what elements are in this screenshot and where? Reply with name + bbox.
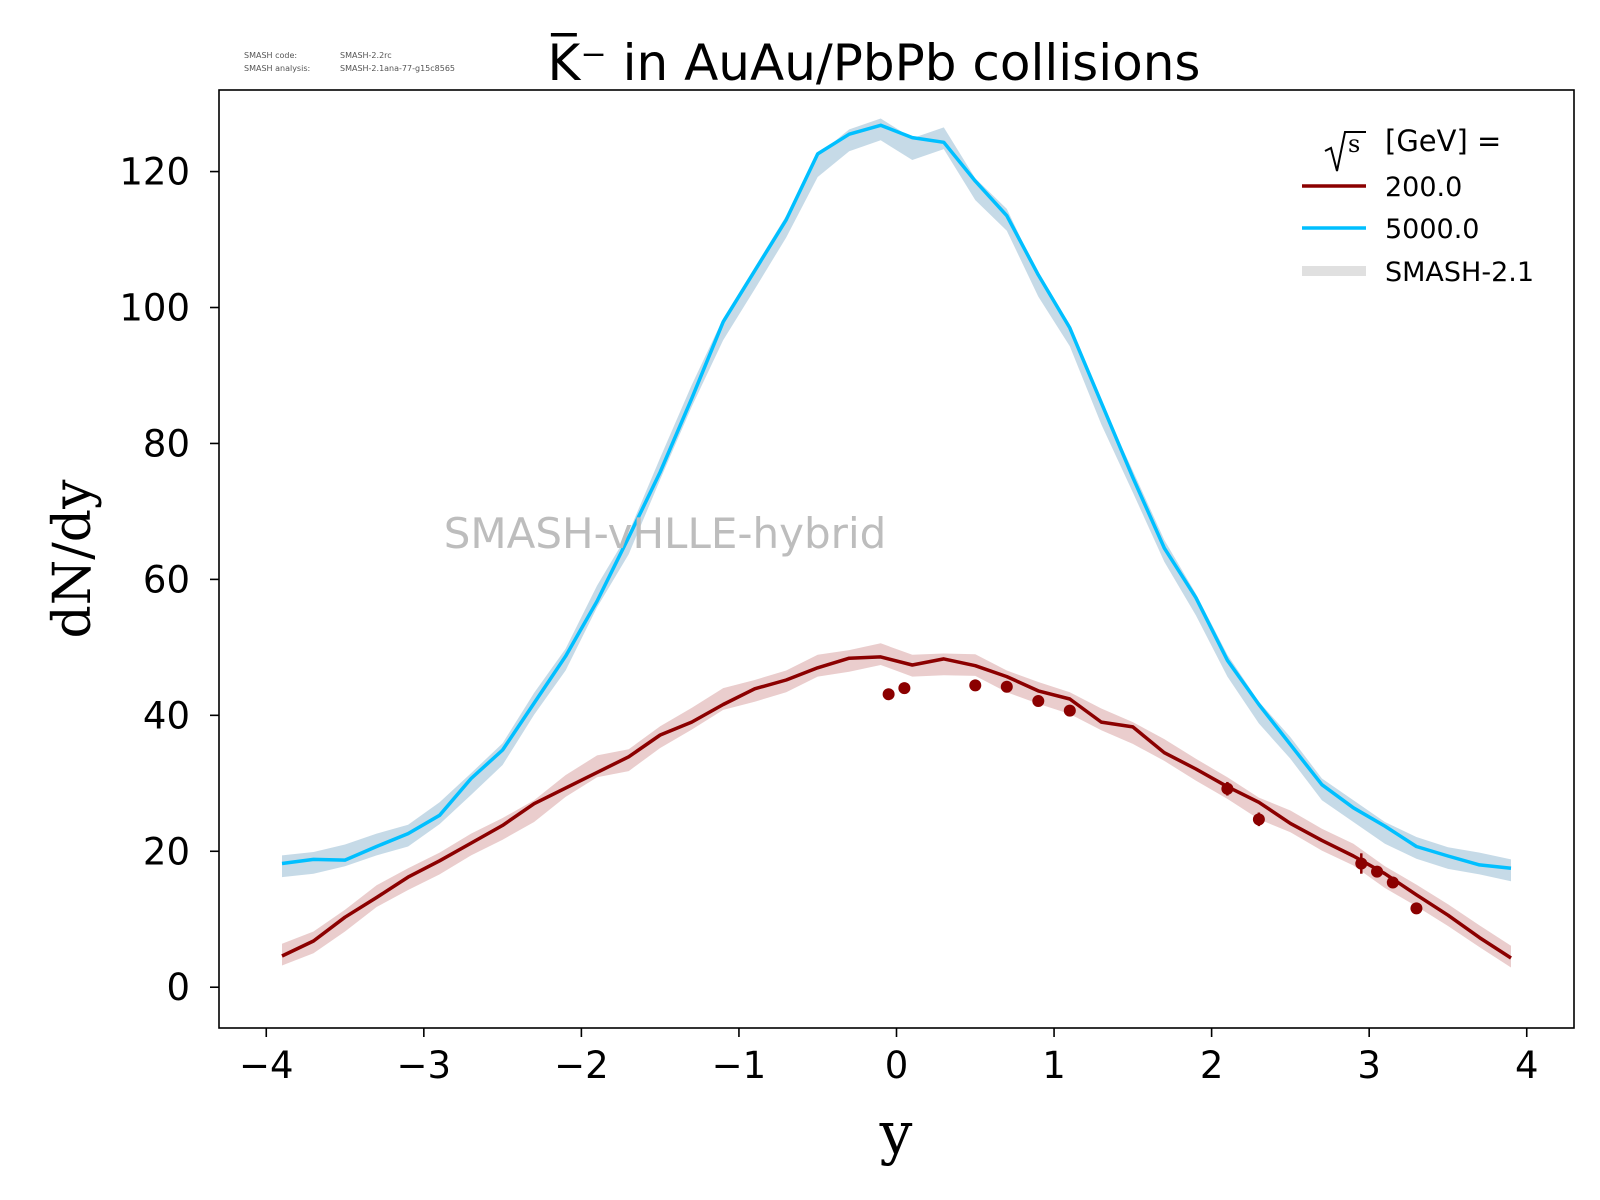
data-point-marker bbox=[969, 679, 982, 692]
data-point bbox=[1063, 704, 1076, 717]
x-tick-label: −3 bbox=[397, 1044, 452, 1087]
series-line-5000-0 bbox=[281, 123, 1512, 871]
x-tick-label: 1 bbox=[1042, 1044, 1066, 1087]
x-tick-label: 0 bbox=[885, 1044, 909, 1087]
data-point-marker bbox=[1355, 857, 1368, 870]
data-point-marker bbox=[882, 688, 895, 701]
band-1 bbox=[282, 118, 1511, 882]
x-axis-label: y bbox=[879, 1099, 913, 1167]
y-axis: 0 20 40 60 80 100 120 bbox=[119, 151, 219, 1009]
x-tick-label: 3 bbox=[1357, 1044, 1381, 1087]
y-tick-label: 120 bbox=[119, 151, 190, 194]
data-point bbox=[1410, 902, 1423, 915]
meta-code-value: SMASH-2.2rc bbox=[340, 51, 392, 60]
x-tick-label: 4 bbox=[1515, 1044, 1539, 1087]
legend-label-5000: 5000.0 bbox=[1385, 214, 1479, 245]
watermark: SMASH-vHLLE-hybrid bbox=[444, 509, 887, 558]
legend-title-sqrt: s bbox=[1348, 130, 1360, 158]
data-point bbox=[1000, 680, 1013, 693]
series-line-200-0 bbox=[281, 655, 1512, 960]
meta-info: SMASH code: SMASH-2.2rc SMASH analysis: … bbox=[244, 51, 455, 73]
x-tick-label: 2 bbox=[1200, 1044, 1224, 1087]
data-point bbox=[1032, 695, 1045, 708]
data-point bbox=[1252, 812, 1265, 827]
data-point bbox=[969, 679, 982, 692]
y-tick-label: 20 bbox=[143, 830, 190, 873]
meta-code-label: SMASH code: bbox=[244, 51, 297, 60]
legend-label-smash21: SMASH-2.1 bbox=[1385, 257, 1534, 288]
y-tick-label: 60 bbox=[143, 558, 190, 601]
y-axis-label: dN/dy bbox=[43, 479, 103, 639]
data-point-marker bbox=[1000, 680, 1013, 693]
y-tick-label: 0 bbox=[166, 966, 190, 1009]
data-point-marker bbox=[1410, 902, 1423, 915]
legend-title: s [GeV] = bbox=[1324, 124, 1501, 172]
band-0 bbox=[282, 643, 1511, 968]
meta-analysis-value: SMASH-2.1ana-77-g15c8565 bbox=[340, 64, 455, 73]
plot-area bbox=[281, 118, 1512, 968]
data-point bbox=[1371, 865, 1384, 878]
chart-title: K̅⁻ in AuAu/PbPb collisions bbox=[548, 33, 1201, 92]
plot-frame bbox=[218, 89, 1575, 1029]
x-axis: −4 −3 −2 −1 0 1 2 3 4 bbox=[239, 1028, 1539, 1087]
data-point bbox=[1355, 853, 1368, 874]
legend-title-text: [GeV] = bbox=[1385, 124, 1501, 158]
y-tick-label: 80 bbox=[143, 422, 190, 465]
data-point-marker bbox=[1252, 813, 1265, 826]
data-point bbox=[1221, 781, 1234, 796]
data-point-marker bbox=[1386, 876, 1399, 889]
data-point bbox=[1386, 876, 1399, 889]
y-tick-label: 40 bbox=[143, 694, 190, 737]
data-point-marker bbox=[1221, 782, 1234, 795]
data-point-marker bbox=[1371, 865, 1384, 878]
meta-analysis-label: SMASH analysis: bbox=[244, 64, 310, 73]
data-point bbox=[898, 682, 911, 695]
x-tick-label: −2 bbox=[554, 1044, 609, 1087]
data-point bbox=[882, 688, 895, 701]
y-tick-label: 100 bbox=[119, 287, 190, 330]
data-point-marker bbox=[898, 682, 911, 695]
x-tick-label: −4 bbox=[239, 1044, 294, 1087]
x-tick-label: −1 bbox=[712, 1044, 767, 1087]
legend: s [GeV] = 200.0 5000.0 SMASH-2.1 bbox=[1302, 124, 1534, 288]
sqrt-symbol bbox=[1324, 131, 1366, 172]
data-point-marker bbox=[1063, 704, 1076, 717]
data-point-marker bbox=[1032, 695, 1045, 708]
legend-label-200: 200.0 bbox=[1385, 172, 1462, 203]
